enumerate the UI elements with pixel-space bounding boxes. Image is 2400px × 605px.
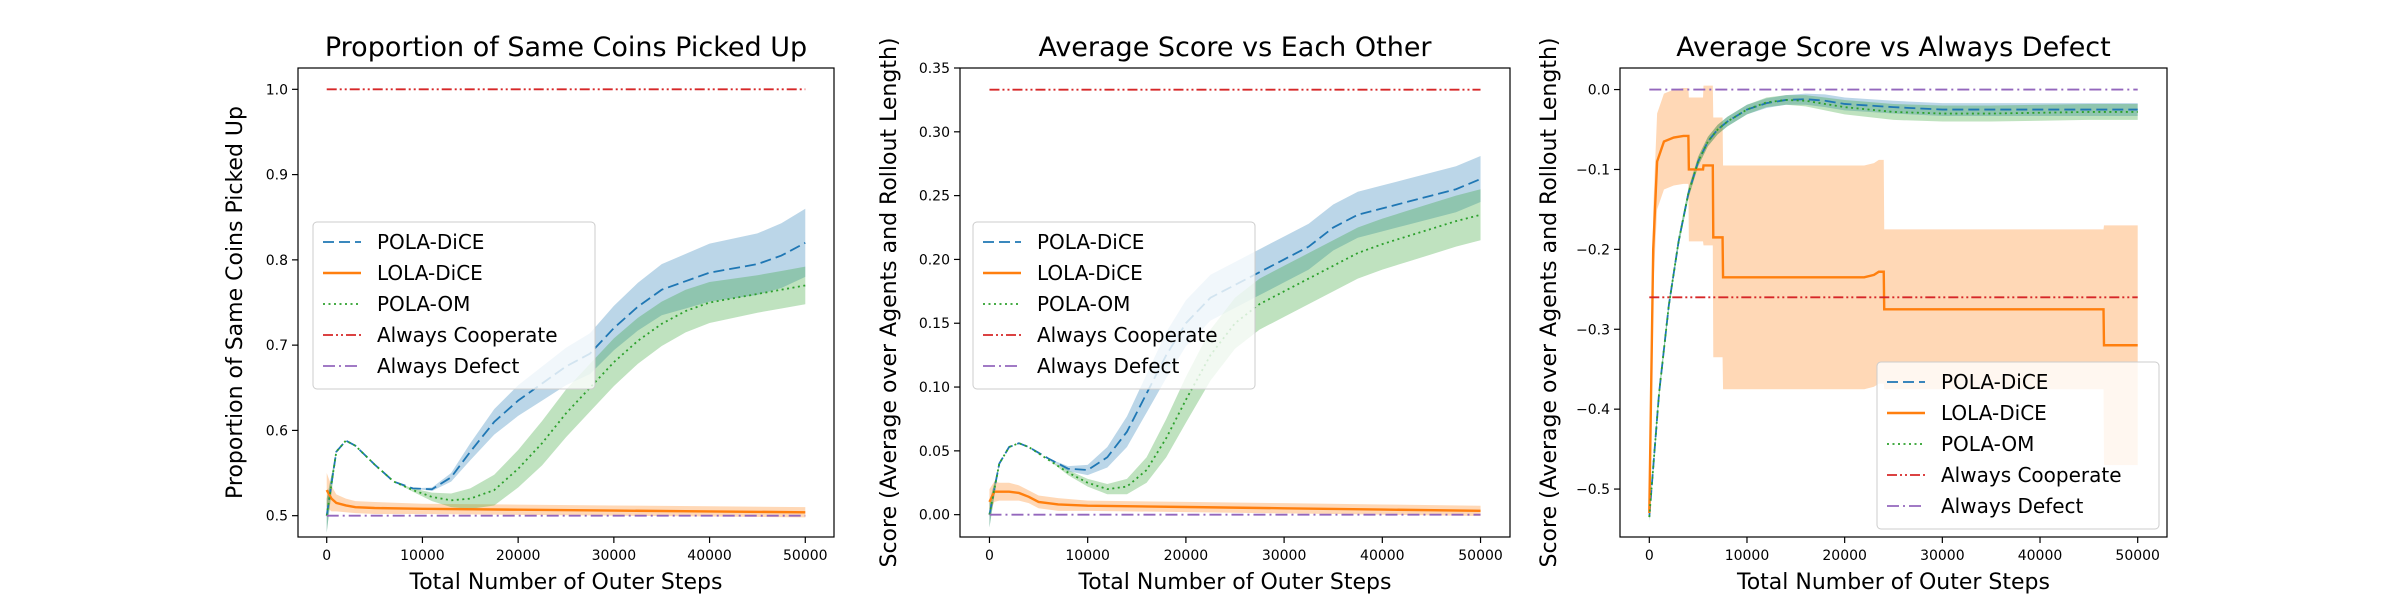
series-line-lola-dice — [988, 490, 1481, 513]
legend-frame — [1876, 361, 2160, 530]
y-tick-label: 0.15 — [919, 316, 950, 332]
band-pola-om — [989, 189, 1481, 528]
legend-label-pola-om: POLA-OM — [377, 292, 470, 316]
x-tick-label: 40000 — [687, 548, 732, 564]
legend-label-lola-dice: LOLA-DiCE — [1941, 401, 2047, 425]
legend-label-always-cooperate: Always Cooperate — [1941, 463, 2122, 487]
plot-area — [988, 88, 1481, 528]
legend-label-lola-dice: LOLA-DiCE — [1037, 261, 1143, 285]
y-tick-label: 0.7 — [266, 338, 288, 354]
y-tick-label: 0.10 — [919, 380, 950, 396]
legend: POLA-DiCE LOLA-DiCE POLA-OM Always Cooperat… — [312, 221, 596, 390]
series-line-lola-dice — [1648, 134, 2138, 514]
y-tick-label: 0.00 — [919, 508, 950, 524]
chart-title: Proportion of Same Coins Picked Up — [325, 32, 807, 63]
x-tick-label: 40000 — [1360, 548, 1405, 564]
chart-title: Average Score vs Always Defect — [1676, 32, 2110, 63]
x-tick-label: 0 — [985, 548, 994, 564]
band-lola-dice — [989, 481, 1481, 516]
y-tick-label: 0.05 — [919, 444, 950, 460]
x-tick-label: 30000 — [1262, 548, 1307, 564]
legend-label-lola-dice: LOLA-DiCE — [377, 261, 483, 285]
legend-label-pola-dice: POLA-DiCE — [1941, 370, 2048, 394]
legend-label-pola-om: POLA-OM — [1037, 292, 1130, 316]
chart-panel-2: Average Score vs Each Other 0 10000 20000 30… — [877, 32, 1511, 595]
y-tick-label: −0.3 — [1576, 322, 1610, 338]
legend-label-pola-dice: POLA-DiCE — [377, 230, 484, 254]
x-axis-label: Total Number of Outer Steps — [1078, 570, 1392, 595]
plot-frame — [1619, 67, 2168, 538]
y-axis-label: Score (Average over Agents and Rollout L… — [877, 37, 902, 567]
y-tick-label: 0.8 — [266, 253, 288, 269]
x-tick-label: 40000 — [2018, 548, 2063, 564]
plot-frame — [959, 67, 1511, 538]
series-line-pola-dice — [1648, 98, 2138, 518]
x-tick-label: 20000 — [1822, 548, 1867, 564]
x-tick-label: 10000 — [1725, 548, 1770, 564]
chart-panel-3: Average Score vs Always Defect 0 10000 2000… — [1537, 32, 2168, 595]
x-tick-label: 50000 — [1458, 548, 1503, 564]
legend-label-always-cooperate: Always Cooperate — [377, 323, 558, 347]
series-line-lola-dice — [325, 489, 806, 514]
band-pola-om — [326, 266, 806, 533]
x-tick-label: 30000 — [1920, 548, 1965, 564]
x-tick-label: 0 — [322, 548, 331, 564]
legend-label-always-defect: Always Defect — [377, 354, 520, 378]
y-tick-label: −0.1 — [1576, 162, 1610, 178]
y-tick-label: −0.5 — [1576, 482, 1610, 498]
legend: POLA-DiCE LOLA-DiCE POLA-OM Always Cooperat… — [1876, 361, 2160, 530]
y-tick-label: −0.4 — [1576, 402, 1610, 418]
x-tick-label: 10000 — [1065, 548, 1110, 564]
series-line-pola-om — [988, 213, 1481, 515]
x-axis-label: Total Number of Outer Steps — [409, 570, 723, 595]
legend: POLA-DiCE LOLA-DiCE POLA-OM Always Cooperat… — [972, 221, 1256, 390]
x-tick-label: 30000 — [592, 548, 637, 564]
legend-label-pola-om: POLA-OM — [1941, 432, 2034, 456]
y-tick-label: 0.25 — [919, 189, 950, 205]
x-tick-label: 20000 — [496, 548, 541, 564]
band-pola-dice — [989, 156, 1481, 528]
y-tick-label: 0.20 — [919, 252, 950, 268]
y-tick-label: 1.0 — [266, 82, 288, 98]
x-tick-label: 20000 — [1164, 548, 1209, 564]
legend-label-always-defect: Always Defect — [1941, 494, 2084, 518]
series-line-pola-om — [325, 284, 806, 516]
legend-frame — [312, 221, 596, 390]
band-lola-dice — [1649, 85, 2138, 522]
x-axis-label: Total Number of Outer Steps — [1736, 570, 2050, 595]
y-tick-label: 0.9 — [266, 168, 288, 184]
chart-panel-1: Proportion of Same Coins Picked Up 0 10000… — [223, 32, 835, 595]
y-tick-label: 0.35 — [919, 61, 950, 77]
plot-frame — [297, 67, 835, 538]
y-axis-label: Proportion of Same Coins Picked Up — [223, 106, 248, 499]
legend-label-always-cooperate: Always Cooperate — [1037, 323, 1218, 347]
y-tick-label: 0.30 — [919, 125, 950, 141]
x-tick-label: 50000 — [783, 548, 828, 564]
y-tick-label: 0.0 — [1588, 83, 1610, 99]
x-tick-label: 50000 — [2115, 548, 2160, 564]
plot-area — [1648, 85, 2138, 522]
legend-frame — [972, 221, 1256, 390]
band-lola-dice — [326, 473, 806, 518]
chart-title: Average Score vs Each Other — [1038, 32, 1432, 63]
legend-label-pola-dice: POLA-DiCE — [1037, 230, 1144, 254]
y-tick-label: −0.2 — [1576, 242, 1610, 258]
y-tick-label: 0.5 — [266, 509, 288, 525]
x-tick-label: 0 — [1645, 548, 1654, 564]
legend-label-always-defect: Always Defect — [1037, 354, 1180, 378]
y-tick-label: 0.6 — [266, 423, 288, 439]
series-line-pola-dice — [325, 242, 806, 516]
x-tick-label: 10000 — [400, 548, 445, 564]
y-axis-label: Score (Average over Agents and Rollout L… — [1537, 37, 1562, 567]
